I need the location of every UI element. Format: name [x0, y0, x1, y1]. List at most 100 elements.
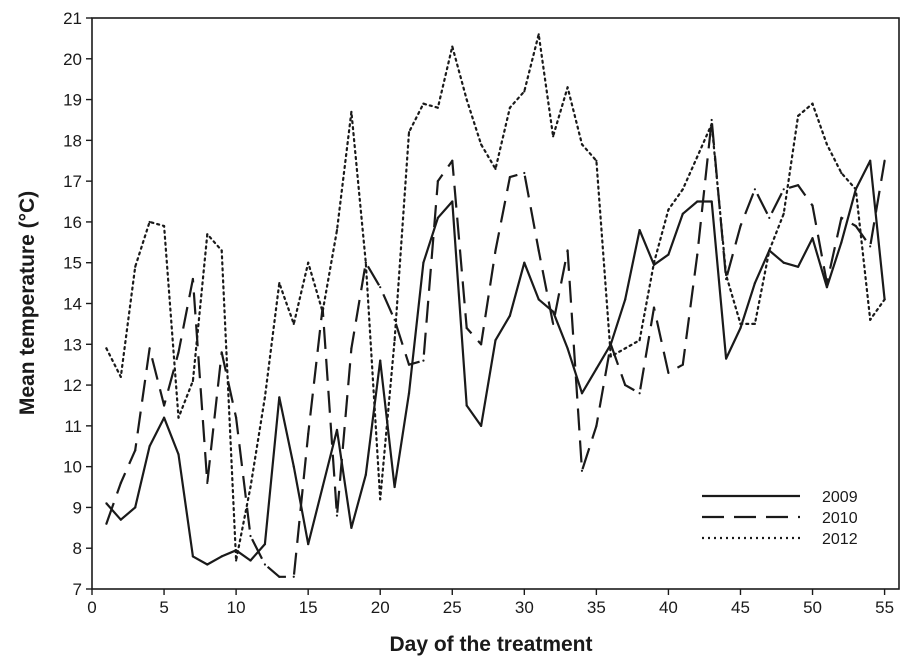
- data-point-2010: [162, 404, 166, 407]
- data-point-2010: [710, 118, 713, 122]
- data-point-2012: [278, 282, 281, 285]
- data-point-2012: [321, 310, 324, 313]
- data-point-2012: [667, 208, 670, 211]
- data-point-2010: [335, 514, 339, 517]
- data-point-2012: [537, 33, 540, 36]
- data-point-2012: [797, 114, 800, 117]
- data-point-2009: [191, 555, 194, 558]
- data-point-2012: [739, 322, 742, 325]
- data-point-2012: [235, 559, 238, 562]
- y-tick-label: 17: [63, 172, 82, 191]
- data-point-2009: [753, 282, 756, 285]
- data-point-2010: [883, 159, 886, 162]
- series-2012: [105, 33, 886, 562]
- data-point-2012: [768, 249, 771, 252]
- data-point-2009: [840, 241, 843, 244]
- data-point-2009: [811, 237, 814, 240]
- data-point-2009: [105, 502, 108, 505]
- data-point-2010: [307, 432, 310, 436]
- data-point-2009: [451, 200, 454, 203]
- data-point-2010: [119, 481, 122, 485]
- data-point-2012: [350, 110, 353, 113]
- data-point-2009: [681, 212, 684, 215]
- data-point-2010: [667, 371, 670, 374]
- data-point-2012: [840, 171, 843, 175]
- data-point-2010: [840, 216, 843, 219]
- data-point-2012: [119, 375, 122, 379]
- data-point-2010: [508, 175, 512, 179]
- data-point-2010: [825, 282, 829, 285]
- data-point-2009: [134, 506, 137, 509]
- data-point-2009: [782, 261, 785, 264]
- y-axis-title: Mean temperature (°C): [16, 191, 39, 415]
- data-point-2012: [436, 106, 439, 109]
- data-point-2009: [724, 357, 728, 360]
- data-point-2009: [710, 200, 713, 203]
- data-point-2009: [321, 485, 324, 489]
- data-point-2010: [739, 224, 742, 228]
- y-tick-label: 14: [63, 295, 82, 314]
- data-point-2012: [335, 228, 339, 232]
- data-point-2009: [407, 392, 411, 395]
- data-point-2009: [667, 253, 670, 256]
- data-point-2012: [177, 416, 180, 419]
- data-point-2009: [638, 228, 641, 232]
- data-point-2010: [249, 534, 252, 538]
- data-point-2012: [696, 155, 699, 158]
- data-point-2009: [465, 404, 468, 407]
- data-point-2012: [580, 143, 584, 146]
- data-point-2009: [278, 396, 281, 399]
- data-point-2012: [652, 261, 656, 264]
- series-2009: [105, 159, 886, 566]
- data-point-2012: [220, 249, 223, 252]
- data-point-2012: [451, 45, 454, 48]
- data-point-2012: [609, 355, 612, 358]
- data-point-2012: [782, 212, 785, 215]
- data-point-2009: [508, 314, 512, 317]
- data-point-2009: [580, 392, 584, 395]
- data-point-2010: [811, 204, 814, 207]
- data-point-2009: [494, 339, 497, 342]
- data-point-2010: [134, 449, 137, 452]
- data-point-2010: [566, 249, 569, 252]
- series-layer: [105, 33, 886, 578]
- x-tick-label: 25: [443, 598, 462, 617]
- data-point-2009: [869, 159, 872, 162]
- data-point-2010: [652, 306, 656, 309]
- data-point-2009: [177, 453, 180, 456]
- y-tick-label: 9: [73, 498, 82, 517]
- data-point-2012: [638, 339, 641, 342]
- data-point-2012: [249, 485, 252, 489]
- data-point-2012: [422, 102, 425, 105]
- data-point-2012: [753, 322, 756, 325]
- data-point-2010: [537, 249, 540, 252]
- y-tick-label: 7: [73, 580, 82, 599]
- data-point-2009: [436, 216, 439, 219]
- data-point-2010: [681, 363, 684, 366]
- data-point-2009: [263, 543, 267, 546]
- data-point-2012: [162, 224, 166, 228]
- data-point-2012: [883, 298, 886, 301]
- data-point-2010: [436, 180, 439, 183]
- data-point-2009: [652, 263, 656, 266]
- data-point-2012: [494, 167, 497, 171]
- y-tick-label: 20: [63, 50, 82, 69]
- series-line-2010: [105, 118, 886, 578]
- data-point-2012: [566, 86, 569, 89]
- x-tick-label: 20: [371, 598, 390, 617]
- data-point-2009: [393, 485, 396, 489]
- data-point-2009: [292, 465, 295, 468]
- data-point-2012: [508, 106, 512, 109]
- data-point-2010: [220, 351, 223, 354]
- data-point-2010: [869, 245, 872, 248]
- data-point-2010: [292, 575, 295, 578]
- data-point-2009: [162, 416, 166, 419]
- data-point-2010: [479, 343, 483, 346]
- x-tick-label: 50: [803, 598, 822, 617]
- x-tick-label: 5: [159, 598, 168, 617]
- data-point-2012: [724, 273, 728, 277]
- data-point-2010: [595, 424, 598, 427]
- x-tick-label: 15: [299, 598, 318, 617]
- data-point-2012: [263, 396, 267, 399]
